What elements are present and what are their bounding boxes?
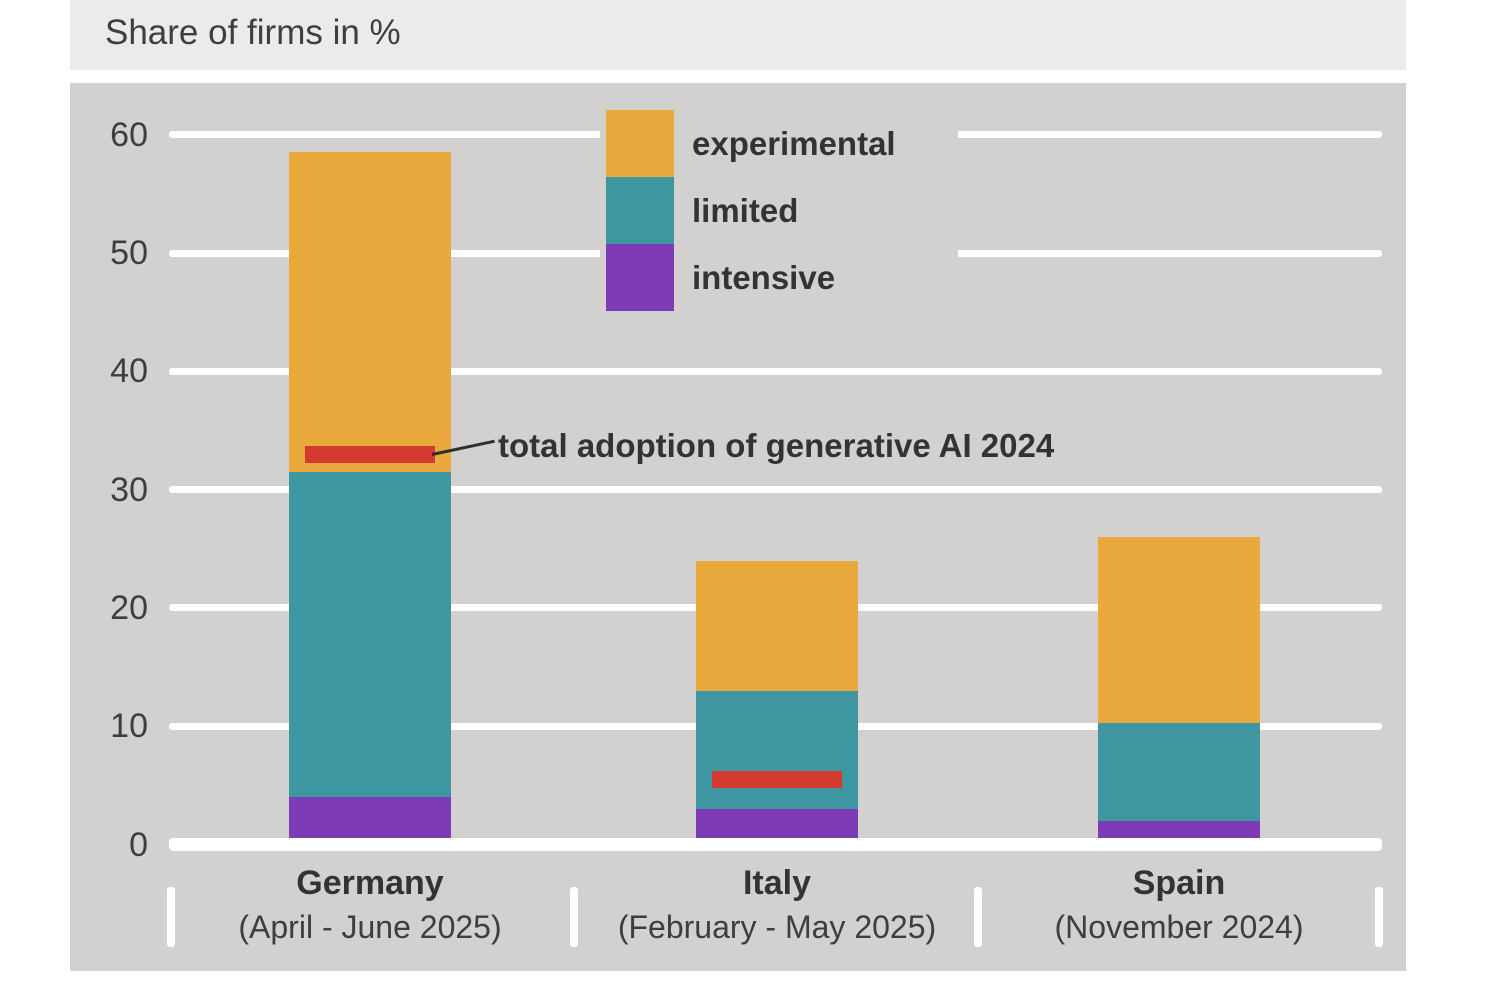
chart-title: Share of firms in %: [105, 13, 401, 52]
y-tick-label-60: 60: [110, 115, 148, 154]
legend-label-limited: limited: [692, 192, 799, 229]
y-tick-label-40: 40: [110, 352, 148, 391]
category-period-germany: (April - June 2025): [238, 909, 502, 945]
category-period-italy: (February - May 2025): [617, 909, 937, 945]
y-tick-label-0: 0: [129, 825, 148, 864]
annotation-total-adoption-2024: total adoption of generative AI 2024: [498, 427, 1055, 464]
y-tick-label-50: 50: [110, 234, 148, 272]
category-country-germany: Germany: [296, 864, 444, 902]
bar-segment-germany-experimental: [289, 152, 451, 472]
bar-segment-spain-experimental: [1098, 536, 1260, 723]
category-label-spain: Spain (November 2024): [949, 861, 1409, 949]
category-label-germany: Germany (April - June 2025): [140, 861, 600, 949]
plot-area: 0 10 20 30 40 50 60 experimental limited inten…: [70, 83, 1406, 971]
category-country-spain: Spain: [1132, 864, 1226, 902]
gridline-30: [169, 486, 1382, 494]
y-tick-label-20: 20: [110, 588, 148, 627]
bar-segment-germany-intensive: [289, 797, 451, 845]
category-separator-tick-2: [974, 887, 982, 947]
legend-swatch-experimental: [606, 110, 674, 177]
y-tick-label-10: 10: [110, 707, 148, 746]
legend-label-intensive: intensive: [692, 259, 836, 296]
y-tick-label-30: 30: [110, 470, 148, 509]
zero-axis-line: [169, 838, 1382, 851]
gridline-40: [169, 367, 1382, 375]
bar-segment-spain-limited: [1098, 722, 1260, 821]
marker-2024-germany: [305, 445, 435, 463]
bar-segment-italy-limited: [696, 690, 858, 809]
marker-2024-italy: [712, 770, 842, 788]
bar-segment-italy-experimental: [696, 560, 858, 691]
legend-label-experimental: experimental: [692, 125, 896, 162]
category-country-italy: Italy: [742, 864, 812, 902]
category-label-italy: Italy (February - May 2025): [547, 861, 1007, 949]
category-separator-tick-3: [1375, 887, 1383, 947]
legend-swatch-limited: [606, 177, 674, 244]
bar-segment-germany-limited: [289, 471, 451, 798]
category-period-spain: (November 2024): [1054, 909, 1304, 945]
chart-title-band: Share of firms in %: [70, 0, 1406, 70]
category-separator-tick-0: [167, 887, 175, 947]
category-separator-tick-1: [569, 887, 578, 947]
legend-swatch-intensive: [606, 244, 674, 311]
